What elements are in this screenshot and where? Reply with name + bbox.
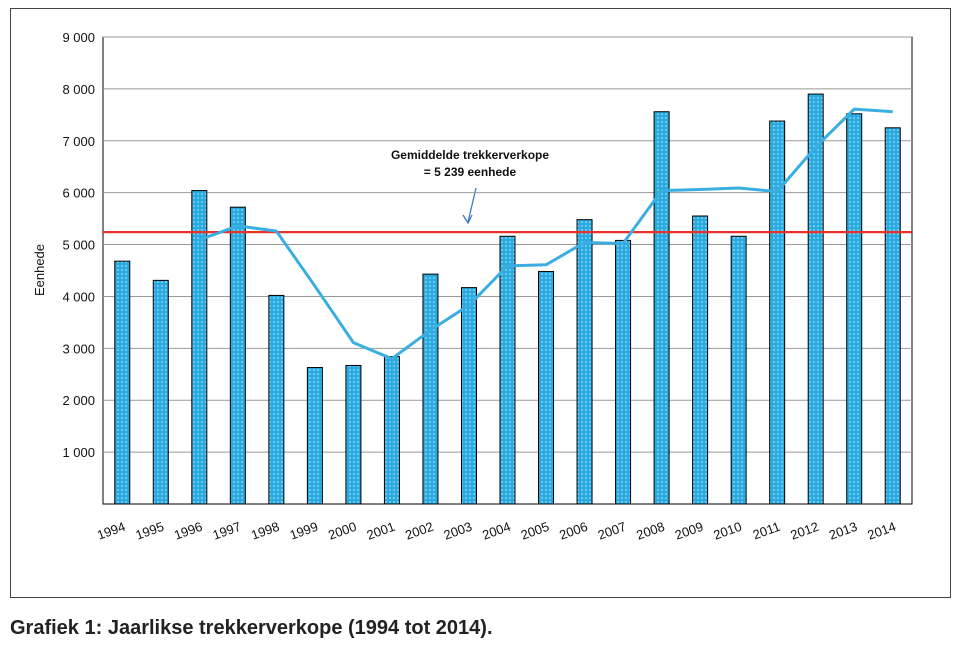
bar	[191, 190, 208, 505]
bar	[653, 111, 670, 505]
x-tick-label: 2008	[634, 519, 666, 543]
bar	[422, 273, 439, 505]
x-tick-label: 2014	[865, 519, 897, 543]
annotation: Gemiddelde trekkerverkope	[391, 148, 549, 162]
x-tick-label: 1998	[249, 519, 281, 543]
annotation: = 5 239 eenhede	[424, 165, 517, 179]
bar	[268, 294, 285, 505]
x-tick-label: 1994	[95, 519, 127, 543]
bar	[538, 271, 555, 505]
x-tick-label: 2007	[596, 519, 628, 543]
bar	[152, 279, 169, 505]
bar	[383, 356, 400, 505]
x-tick-label: 2012	[788, 519, 820, 543]
x-tick-label: 2000	[326, 519, 358, 543]
x-tick-label: 2009	[673, 519, 705, 543]
chart: Eenhede Gemiddelde trekkerverkope = 5 23…	[10, 8, 951, 598]
y-tick-label: 9 000	[62, 30, 95, 45]
x-tick-label: 2002	[403, 519, 435, 543]
x-tick-label: 1997	[211, 519, 243, 543]
x-tick-label: 2011	[751, 519, 782, 543]
y-tick-label: 5 000	[62, 238, 95, 253]
bar	[769, 120, 786, 505]
x-tick-label: 2006	[557, 519, 589, 543]
y-tick-label: 2 000	[62, 393, 95, 408]
bar	[846, 113, 863, 505]
annotation-arrow	[467, 187, 477, 223]
y-tick-label: 7 000	[62, 134, 95, 149]
caption: Grafiek 1: Jaarlikse trekkerverkope (199…	[10, 617, 493, 639]
x-tick-label: 2005	[519, 519, 551, 543]
y-tick-label: 3 000	[62, 341, 95, 356]
bar	[576, 219, 593, 505]
x-tick-label: 2004	[480, 519, 512, 543]
y-tick-label: 4 000	[62, 289, 95, 304]
y-tick-label: 1 000	[62, 445, 95, 460]
trend-line	[198, 107, 893, 361]
bar	[807, 93, 824, 505]
bar	[499, 235, 516, 505]
bar	[114, 260, 131, 505]
x-tick-label: 1999	[288, 519, 320, 543]
x-tick-label: 2001	[365, 519, 397, 543]
x-tick-label: 1996	[172, 519, 204, 543]
bar	[306, 367, 323, 505]
bar	[345, 364, 362, 505]
bar	[615, 239, 632, 505]
bar	[460, 287, 477, 505]
bar	[229, 206, 246, 505]
annotation-arrowhead	[462, 214, 473, 225]
x-tick-label: 2010	[711, 519, 743, 543]
bar	[884, 127, 901, 505]
bar	[730, 235, 747, 505]
frame	[10, 8, 951, 598]
x-tick-label: 2013	[827, 519, 859, 543]
y-tick-label: 6 000	[62, 186, 95, 201]
x-tick-label: 2003	[442, 519, 474, 543]
y-tick-label: 8 000	[62, 82, 95, 97]
y-axis-label: Eenhede	[32, 244, 47, 296]
x-tick-label: 1995	[134, 519, 166, 543]
bar	[692, 215, 709, 505]
